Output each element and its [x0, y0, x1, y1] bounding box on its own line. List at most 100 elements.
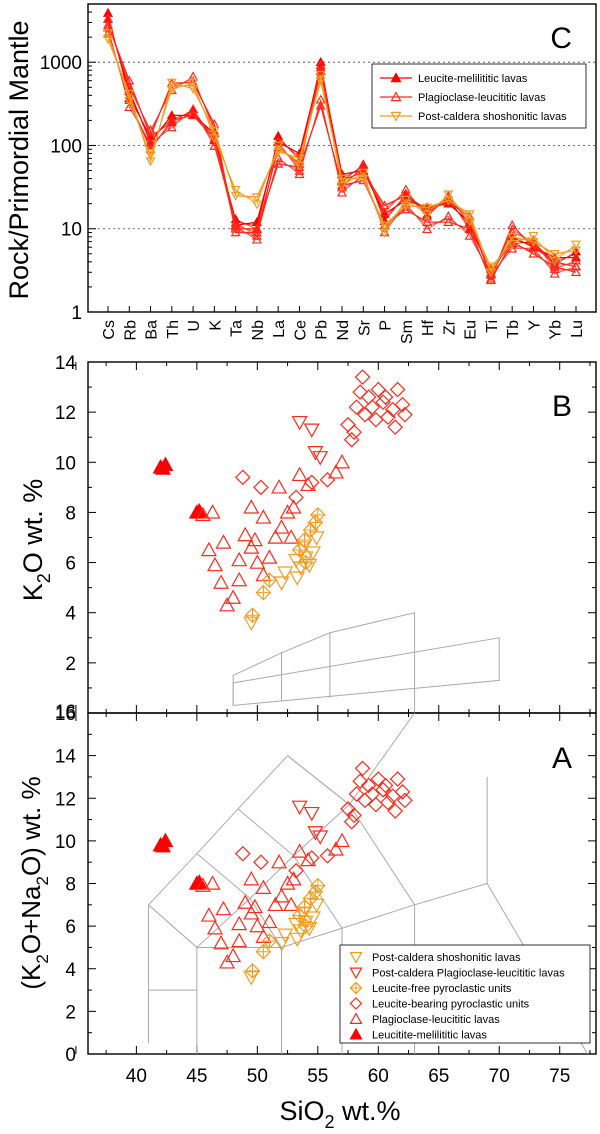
panel-b-frame: [87, 361, 597, 714]
x-tick-label: K: [207, 320, 224, 331]
series-point-plagioclase-leucititic-lavas-: [336, 187, 348, 197]
legend-label: Leucite-melilititic lavas: [418, 73, 528, 85]
data-point-plagioclase-leucititic-lavas: [291, 466, 308, 482]
x-axis-label: SiO2 wt.%: [279, 1096, 400, 1132]
data-point-plagioclase-leucititic-lavas: [206, 920, 224, 935]
data-point-leucite-bearing-pyroclastic-units: [387, 803, 404, 819]
series-point-plagioclase-leucititic-lavas-: [528, 242, 539, 252]
ref-boundary: [232, 612, 416, 713]
x-tick-label: 70: [489, 1066, 510, 1087]
data-point-post-caldera-shoshonitic-lavas: [297, 551, 314, 566]
panel-b-plot: 2 4 6 8 10 12 14 16: [55, 353, 596, 723]
data-point-post-caldera-plagioclase-leucititic-lavas: [307, 826, 324, 841]
legend-marker: [390, 72, 402, 83]
panel-b-ylabel: K2O wt. %: [18, 479, 54, 602]
data-point-plagioclase-leucititic-lavas: [261, 913, 278, 929]
series-point-plagioclase-leucititic-lavas-: [570, 267, 582, 277]
data-point-plagioclase-leucititic-lavas: [206, 556, 224, 572]
y-tick-label: 16: [55, 704, 76, 725]
tas-field-boundary: [287, 755, 415, 906]
data-point-leucite-bearing-pyroclastic-units: [352, 773, 368, 790]
data-point-leucite-bearing-pyroclastic-units: [394, 396, 411, 413]
data-point-plagioclase-leucititic-lavas: [285, 499, 302, 514]
data-point-leucite-bearing-pyroclastic-units: [380, 409, 396, 426]
data-point-post-caldera-shoshonitic-lavas: [243, 616, 260, 631]
data-point-post-caldera-plagioclase-leucititic-lavas: [312, 830, 329, 845]
data-point-leucite-bearing-pyroclastic-units: [354, 369, 371, 385]
data-point-plagioclase-leucititic-lavas: [231, 551, 248, 567]
series-point-post-caldera-shoshonitic-lavas: [507, 233, 518, 243]
data-point-post-caldera-shoshonitic-lavas: [295, 907, 312, 922]
data-point-leucite-bearing-pyroclastic-units: [389, 771, 406, 787]
series-point-plagioclase-leucititic-lavas: [485, 273, 496, 283]
data-point-plagioclase-leucititic-lavas: [243, 499, 260, 514]
data-point-leucite-free-pyroclastic-units: [261, 572, 278, 588]
data-point-leucite-bearing-pyroclastic-units: [303, 850, 320, 866]
data-point-plagioclase-leucititic-lavas: [231, 915, 248, 931]
series-point-plagioclase-leucititic-lavas-: [188, 104, 199, 114]
series-line-plagioclase-leucititic-lavas: [107, 18, 577, 274]
data-point-plagioclase-leucititic-lavas: [204, 504, 221, 519]
y-tick-label: 10: [55, 453, 76, 474]
legend-marker: [390, 91, 402, 102]
data-point-post-caldera-shoshonitic-lavas: [304, 911, 321, 926]
series-point-plagioclase-leucititic-lavas: [507, 227, 518, 237]
panel-a-legend: Post-caldera shoshonitic lavas Post-calde…: [339, 944, 591, 1044]
legend-marker: [349, 1012, 363, 1025]
x-tick-label: Zr: [441, 319, 458, 335]
data-point-leucite-free-pyroclastic-units: [261, 933, 278, 949]
data-point-post-caldera-shoshonitic-lavas: [289, 571, 306, 586]
series-point-post-caldera-shoshonitic-lavas: [528, 231, 539, 241]
series-point-plagioclase-leucititic-lavas-: [166, 122, 177, 132]
x-tick-label: Sm: [399, 320, 416, 344]
x-tick-label: 50: [247, 1066, 268, 1087]
x-tick-label: Lu: [569, 320, 586, 338]
series-point-plagioclase-leucititic-lavas-: [145, 138, 156, 148]
data-point-plagioclase-leucititic-lavas: [249, 554, 266, 569]
data-point-post-caldera-shoshonitic-lavas: [308, 531, 325, 546]
data-point-post-caldera-shoshonitic-lavas: [301, 922, 318, 937]
data-point-leucite-bearing-pyroclastic-units: [288, 862, 304, 879]
data-point-leucite-free-pyroclastic-units-cross: [310, 878, 325, 893]
tas-field-boundary: [196, 882, 588, 1055]
series-point-post-caldera-shoshonitic-lavas: [294, 154, 305, 164]
y-tick-label: 100: [50, 136, 82, 157]
data-point-leucite-melilititic-lavas: [191, 502, 208, 518]
panel-a-ylabel: (K2O+Na2O) wt. %: [16, 776, 52, 989]
data-point-post-caldera-shoshonitic-lavas: [277, 928, 294, 943]
data-point-plagioclase-leucititic-lavas: [249, 917, 266, 933]
data-point-leucite-free-pyroclastic-units-cross: [310, 507, 325, 522]
x-tick-label: Pb: [314, 320, 331, 340]
legend-label: Post-caldera shoshonitic lavas: [418, 111, 567, 123]
data-point-leucite-bearing-pyroclastic-units: [288, 489, 304, 506]
series-point-post-caldera-shoshonitic-lavas: [570, 240, 582, 250]
series-point-post-caldera-shoshonitic-lavas: [102, 29, 114, 39]
data-point-plagioclase-leucititic-lavas: [327, 841, 344, 856]
series-point-post-caldera-shoshonitic-lavas: [209, 127, 220, 137]
data-point-post-caldera-shoshonitic-lavas: [304, 546, 321, 561]
data-point-leucite-free-pyroclastic-units-cross: [256, 944, 271, 959]
x-tick-label: Y: [526, 320, 543, 331]
series-line-post-caldera-shoshonitic-lavas: [107, 35, 577, 270]
series-point-plagioclase-leucititic-lavas-: [400, 204, 411, 214]
series-point-post-caldera-shoshonitic-lavas: [464, 210, 475, 220]
series-point-plagioclase-leucititic-lavas-: [124, 102, 135, 112]
data-point-leucitite-melilititic-lavas: [191, 874, 208, 889]
ref-boundary: [232, 632, 331, 706]
data-point-post-caldera-shoshonitic-lavas: [277, 566, 294, 581]
data-point-plagioclase-leucititic-lavas: [246, 898, 263, 914]
series-point-post-caldera-shoshonitic-lavas: [336, 174, 348, 184]
series-line-leucite-melilititic-lavas: [107, 15, 577, 273]
data-point-leucite-free-pyroclastic-units: [244, 607, 261, 624]
data-point-post-caldera-shoshonitic-lavas: [292, 924, 309, 939]
data-point-leucite-bearing-pyroclastic-units: [357, 792, 373, 809]
series-point-plagioclase-leucititic-lavas-: [422, 224, 433, 234]
data-point-leucite-free-pyroclastic-units: [309, 877, 326, 894]
series-line-leucite-melilititic-lavas: [107, 12, 577, 270]
data-point-plagioclase-leucititic-lavas: [271, 479, 288, 494]
x-tick-label: Nd: [335, 320, 352, 340]
x-tick-label: Tb: [505, 320, 522, 339]
data-point-post-caldera-plagioclase-leucititic-lavas: [291, 800, 308, 816]
data-point-post-caldera-shoshonitic-lavas: [243, 971, 260, 986]
